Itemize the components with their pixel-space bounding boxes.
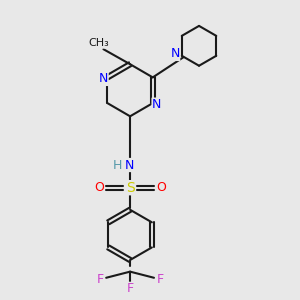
Text: N: N: [124, 158, 134, 172]
Text: S: S: [126, 181, 134, 195]
Text: F: F: [157, 273, 164, 286]
Text: N: N: [170, 47, 180, 60]
Text: CH₃: CH₃: [88, 38, 109, 48]
Text: F: F: [97, 273, 104, 286]
Text: O: O: [94, 181, 104, 194]
Text: N: N: [99, 72, 108, 86]
Text: O: O: [156, 181, 166, 194]
Text: F: F: [127, 282, 134, 295]
Text: H: H: [112, 158, 122, 172]
Text: N: N: [152, 98, 161, 111]
